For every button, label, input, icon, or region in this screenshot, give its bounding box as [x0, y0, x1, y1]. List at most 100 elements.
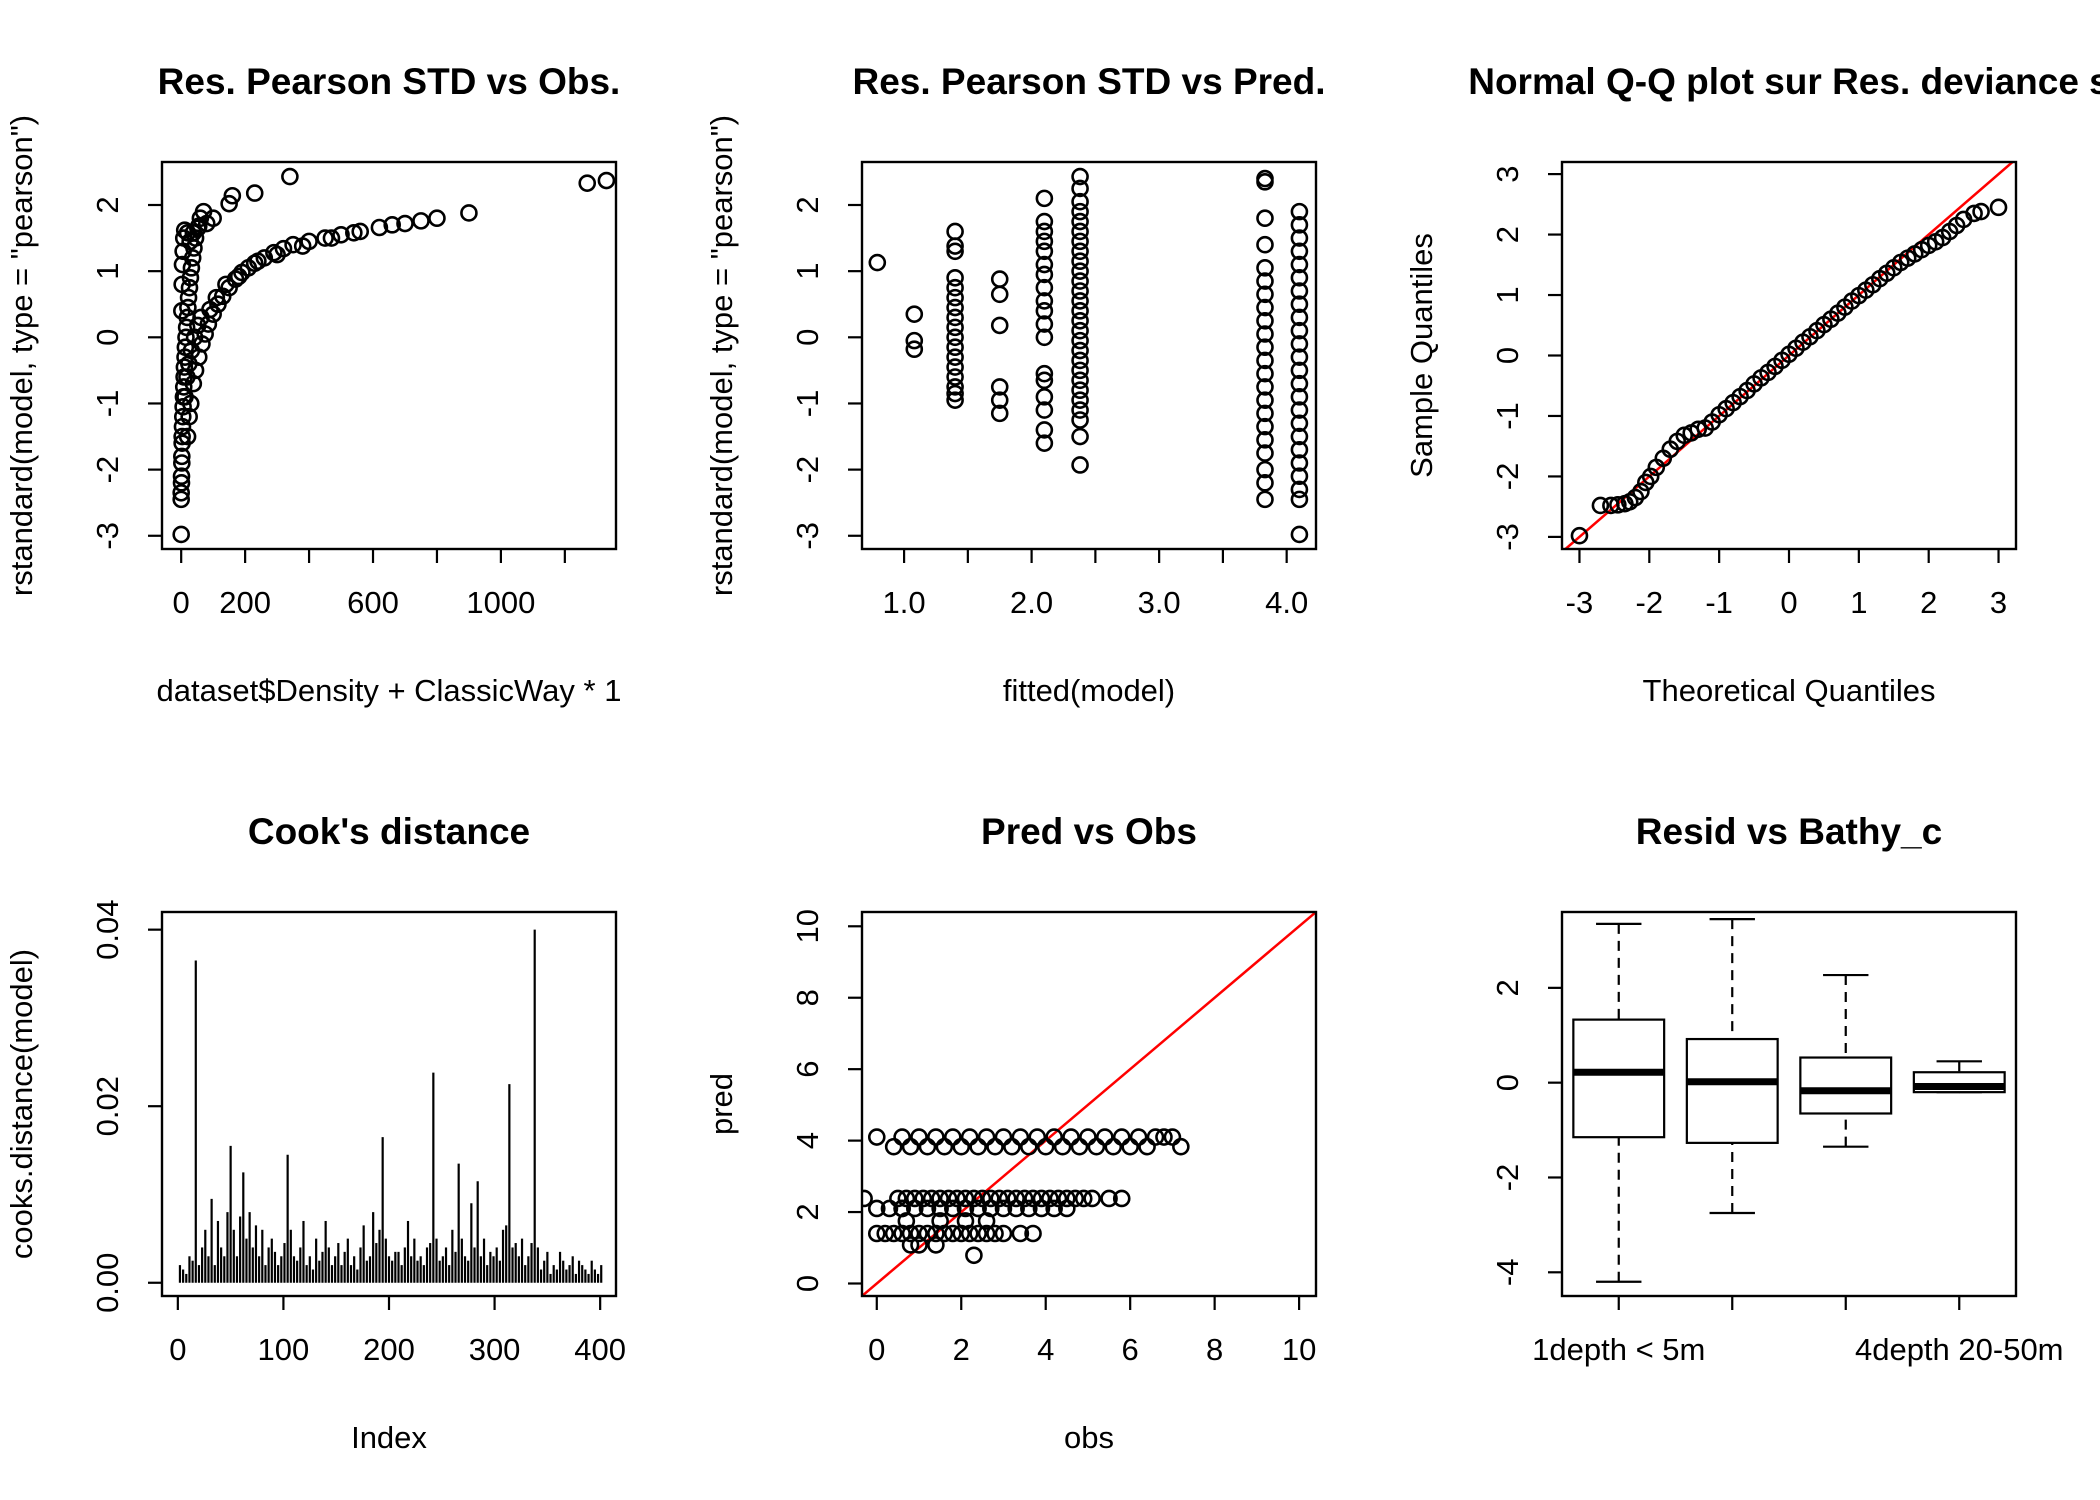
- data-point: [1146, 1128, 1165, 1146]
- plot-frame: [860, 910, 1318, 1298]
- data-point: [1290, 490, 1309, 509]
- plot-area: [862, 912, 1316, 1296]
- data-point: [1020, 1199, 1038, 1218]
- data-point: [990, 1189, 1009, 1208]
- data-point: [229, 267, 248, 286]
- x-tick-label: 300: [469, 1332, 521, 1367]
- data-point: [946, 318, 964, 337]
- data-point: [1609, 496, 1627, 514]
- data-point: [918, 1199, 937, 1218]
- data-point: [178, 368, 196, 386]
- data-point: [1290, 348, 1309, 366]
- data-point: [905, 305, 924, 323]
- y-tick-label: 0.04: [90, 899, 125, 959]
- data-point: [173, 407, 192, 426]
- data-point: [172, 474, 191, 492]
- data-point: [1290, 414, 1309, 433]
- x-tick-label: 4.0: [1265, 585, 1308, 620]
- data-point: [880, 1199, 899, 1218]
- data-point: [918, 1137, 937, 1156]
- data-point: [946, 391, 964, 409]
- data-point: [1256, 351, 1274, 370]
- data-point: [180, 407, 198, 426]
- data-point: [1071, 272, 1089, 290]
- x-tick-label: -2: [1636, 585, 1664, 620]
- data-point: [1290, 321, 1309, 340]
- chart-panel-p1: Res. Pearson STD vs Obs. dataset$Density …: [4, 61, 621, 708]
- data-point: [412, 212, 430, 230]
- x-tick-label: 8: [1206, 1332, 1223, 1367]
- data-point: [1035, 328, 1054, 347]
- plot-area: [868, 167, 1309, 544]
- chart-title: Res. Pearson STD vs Pred.: [853, 61, 1326, 102]
- data-point: [1035, 388, 1054, 406]
- data-point: [931, 1199, 949, 1218]
- plot-area: [1564, 162, 2014, 549]
- data-point: [322, 229, 341, 247]
- y-tick-label: -4: [1490, 1259, 1525, 1287]
- y-tick-label: 2: [90, 196, 125, 213]
- y-axis-label: cooks.distance(model): [4, 949, 39, 1259]
- data-point: [986, 1137, 1004, 1156]
- data-point: [927, 1236, 945, 1254]
- data-point: [217, 275, 235, 294]
- data-point: [1071, 232, 1089, 251]
- data-point: [935, 1137, 954, 1156]
- data-point: [1071, 192, 1089, 211]
- y-tick-label: 1: [790, 263, 825, 280]
- x-tick-label: 0: [868, 1332, 885, 1367]
- data-point: [1011, 1224, 1030, 1243]
- y-axis-label: rstandard(model, type = "pearson"): [4, 115, 39, 596]
- data-point: [946, 308, 964, 327]
- data-point: [990, 391, 1009, 409]
- data-point: [977, 1128, 996, 1146]
- data-point: [1256, 417, 1274, 436]
- data-point: [948, 1189, 966, 1208]
- data-point: [1290, 242, 1309, 261]
- x-tick-label: 1000: [466, 585, 535, 620]
- y-tick-label: 10: [790, 909, 825, 943]
- data-point: [1041, 1189, 1059, 1208]
- data-point: [1035, 292, 1054, 310]
- data-point: [946, 328, 964, 347]
- y-tick-label: 2: [1490, 226, 1525, 243]
- data-point: [931, 1212, 949, 1230]
- data-point: [1053, 1137, 1072, 1156]
- data-point: [1256, 404, 1274, 423]
- data-point: [1256, 209, 1274, 228]
- data-point: [946, 242, 964, 261]
- plot-area: [172, 167, 616, 544]
- y-tick-label: 6: [790, 1061, 825, 1078]
- chart-panel-p3: Normal Q-Q plot sur Res. deviance s Theor…: [1404, 61, 2100, 708]
- data-point: [969, 1137, 987, 1156]
- data-point: [1071, 341, 1089, 360]
- y-tick-label: 0: [790, 329, 825, 346]
- data-point: [914, 1189, 933, 1208]
- data-point: [172, 467, 191, 486]
- data-point: [383, 216, 401, 234]
- data-point: [1071, 282, 1089, 300]
- data-point: [1035, 401, 1054, 419]
- data-point: [918, 1224, 937, 1243]
- data-point: [182, 259, 201, 277]
- data-point: [1172, 1137, 1190, 1156]
- data-point: [998, 1189, 1017, 1208]
- x-axis-label: dataset$Density + ClassicWay * 1: [157, 673, 622, 708]
- data-point: [960, 1128, 979, 1146]
- data-point: [973, 1189, 992, 1208]
- data-point: [901, 1236, 920, 1254]
- x-tick-label: 1: [1850, 585, 1867, 620]
- data-point: [910, 1224, 928, 1243]
- data-point: [1689, 420, 1707, 439]
- data-point: [1138, 1137, 1156, 1156]
- data-point: [946, 358, 964, 376]
- x-tick-label: 3.0: [1138, 585, 1181, 620]
- data-point: [905, 1199, 924, 1218]
- data-point: [1290, 440, 1309, 459]
- x-tick-label: 200: [219, 585, 271, 620]
- data-point: [990, 378, 1009, 396]
- data-point: [990, 316, 1009, 335]
- data-point: [316, 229, 334, 247]
- data-point: [1071, 427, 1089, 446]
- data-point: [901, 1137, 920, 1156]
